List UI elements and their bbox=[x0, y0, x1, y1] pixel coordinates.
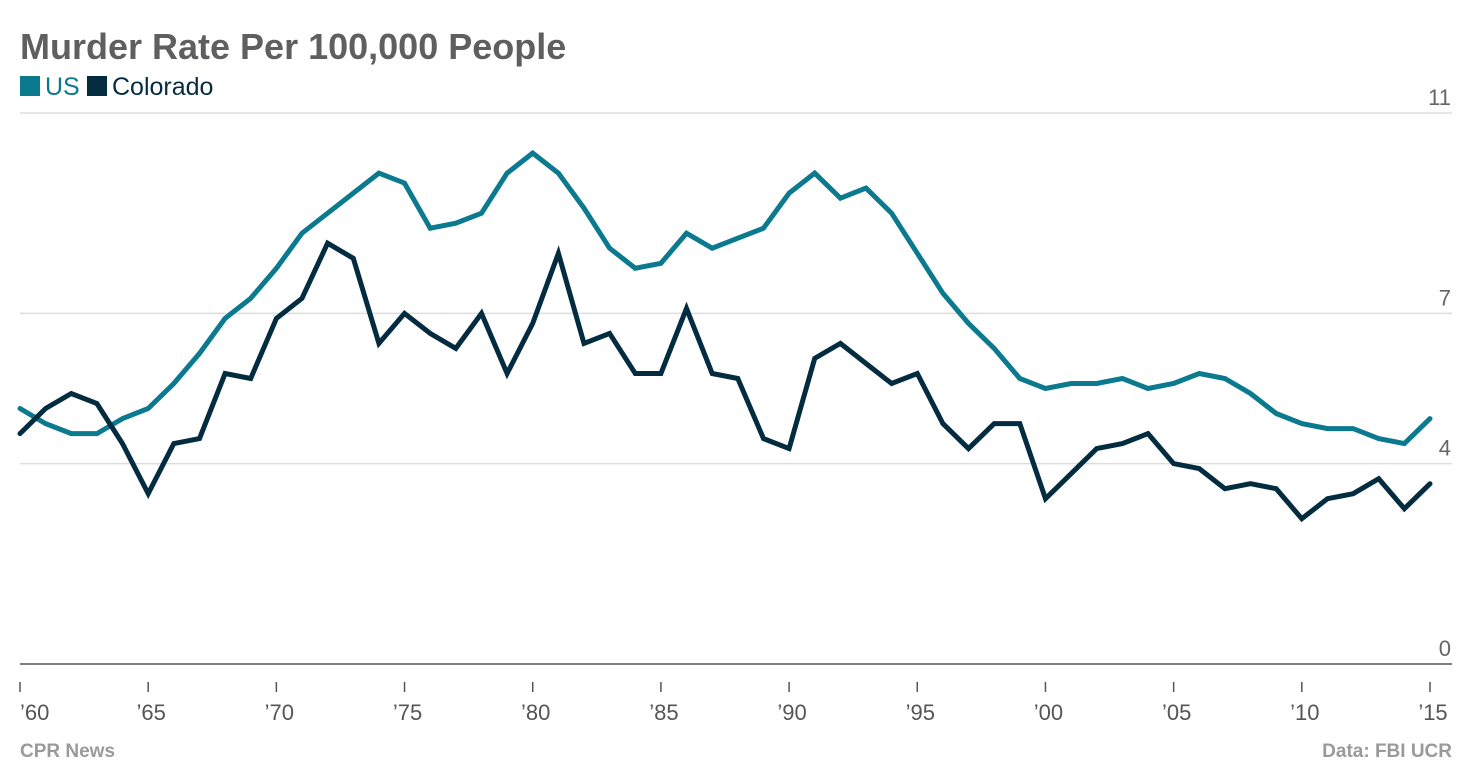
x-tick-label-2: ’70 bbox=[265, 700, 294, 725]
source-right: Data: FBI UCR bbox=[1322, 741, 1452, 762]
series-line-colorado bbox=[17, 239, 1433, 523]
legend: US Colorado bbox=[20, 73, 213, 101]
y-axis-ticks: 0 4 7 11 bbox=[1428, 85, 1451, 661]
x-tick-label-3: ’75 bbox=[393, 700, 422, 725]
x-tick-label-9: ’05 bbox=[1162, 700, 1191, 725]
x-tick-label-5: ’85 bbox=[649, 700, 678, 725]
x-tick-label-6: ’90 bbox=[777, 700, 806, 725]
y-tick-label-3: 11 bbox=[1428, 85, 1451, 110]
legend-swatch-1 bbox=[87, 76, 107, 96]
series-lines bbox=[17, 149, 1433, 523]
source-left: CPR News bbox=[20, 741, 115, 762]
legend-label-1: Colorado bbox=[112, 73, 213, 101]
series-line-us bbox=[17, 149, 1433, 447]
x-tick-label-8: ’00 bbox=[1034, 700, 1063, 725]
x-tick-label-11: ’15 bbox=[1418, 700, 1447, 725]
x-tick-label-1: ’65 bbox=[137, 700, 166, 725]
x-tick-label-0: ’60 bbox=[20, 700, 49, 725]
legend-label-0: US bbox=[45, 73, 80, 101]
x-axis: ’60 ’65 ’70 ’75 ’80 ’85 ’90 ’95 ’00 ’05 ’10 ’15 bbox=[19, 663, 1452, 725]
x-tick-label-4: ’80 bbox=[521, 700, 550, 725]
x-tick-label-7: ’95 bbox=[906, 700, 935, 725]
y-tick-label-1: 4 bbox=[1439, 436, 1451, 461]
chart-title: Murder Rate Per 100,000 People bbox=[20, 26, 566, 67]
y-tick-label-0: 0 bbox=[1439, 636, 1451, 661]
y-tick-label-2: 7 bbox=[1439, 285, 1451, 310]
grid-lines bbox=[20, 112, 1452, 465]
legend-swatch-0 bbox=[20, 76, 40, 96]
x-tick-label-10: ’10 bbox=[1290, 700, 1319, 725]
